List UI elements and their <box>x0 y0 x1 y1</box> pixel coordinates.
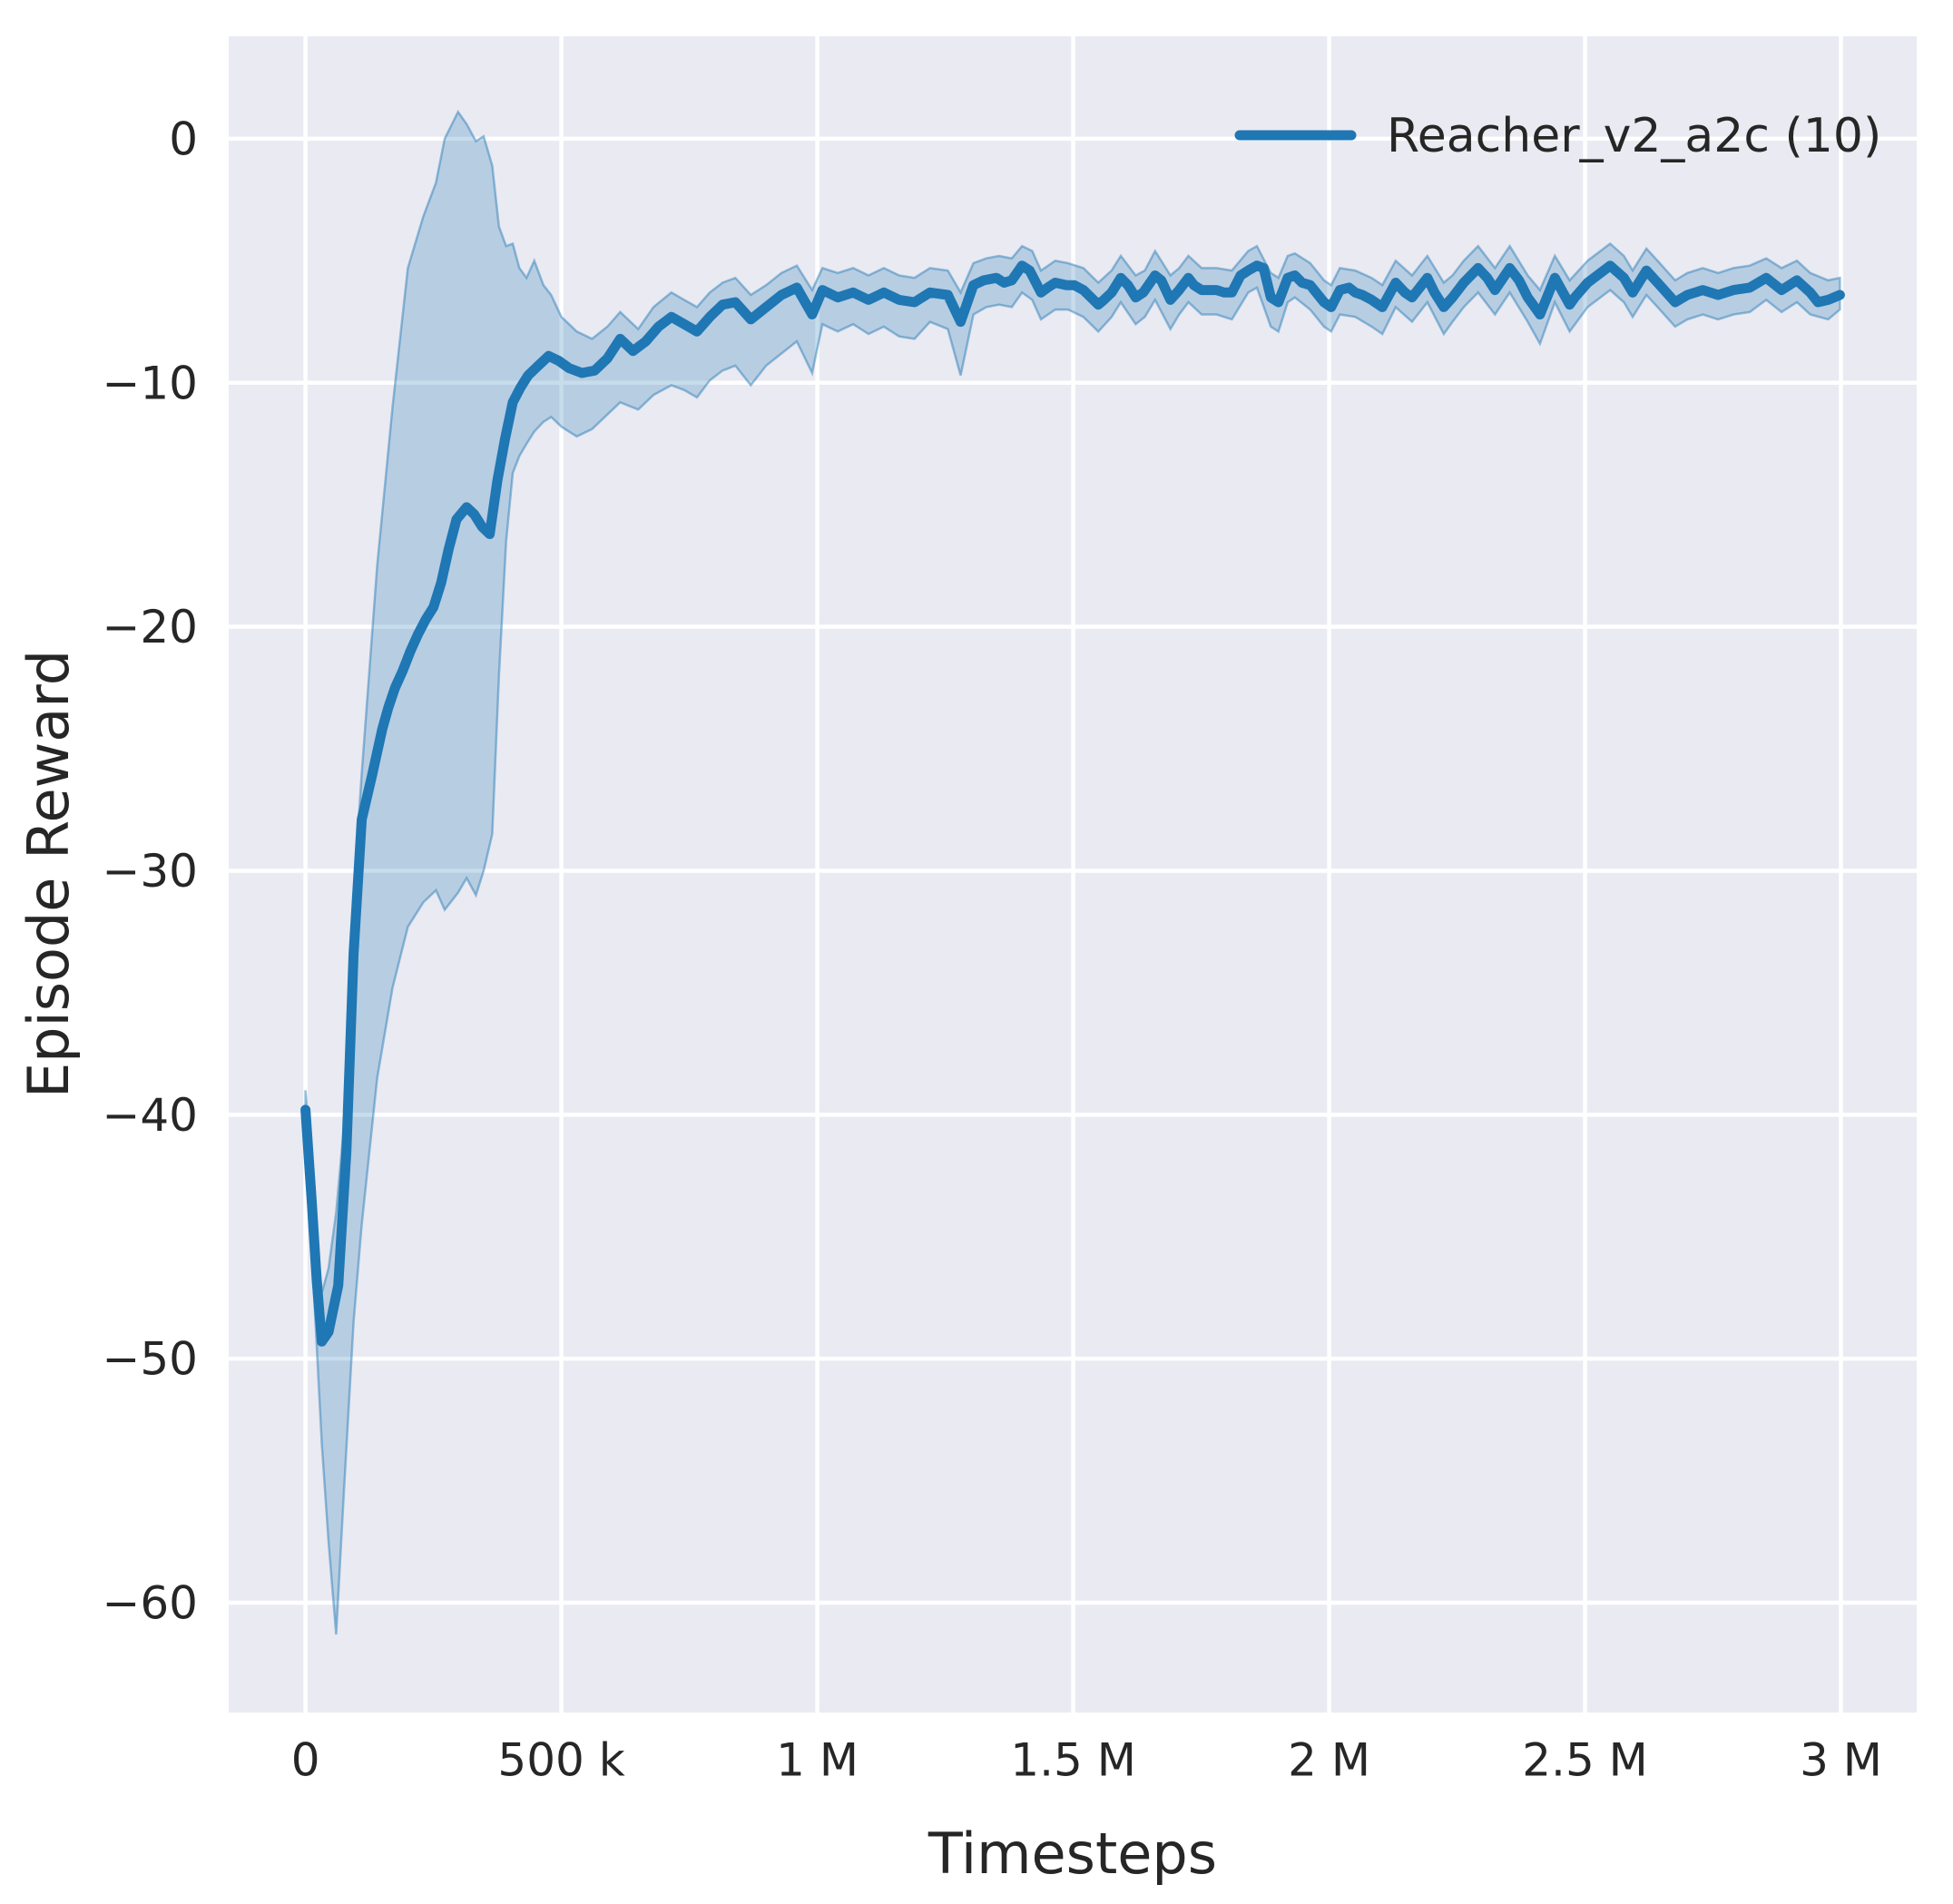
x-axis-label: Timesteps <box>927 1821 1217 1887</box>
y-tick-label: −10 <box>102 357 198 409</box>
y-axis-label: Episode Reward <box>15 650 82 1098</box>
x-tick-label: 0 <box>291 1734 320 1787</box>
y-tick-label: −40 <box>102 1089 198 1142</box>
y-tick-labels: 0 −10 −20 −30 −40 −50 −60 <box>102 113 198 1629</box>
x-tick-label: 2 M <box>1288 1734 1370 1787</box>
x-tick-label: 3 M <box>1800 1734 1882 1787</box>
y-tick-label: −50 <box>102 1333 198 1386</box>
y-tick-label: 0 <box>169 113 198 165</box>
x-tick-label: 1 M <box>776 1734 859 1787</box>
legend-label: Reacher_v2_a2c (10) <box>1387 109 1881 163</box>
y-tick-label: −30 <box>102 845 198 898</box>
y-tick-label: −20 <box>102 601 198 653</box>
x-tick-label: 1.5 M <box>1010 1734 1136 1787</box>
y-tick-label: −60 <box>102 1577 198 1630</box>
x-tick-label: 2.5 M <box>1522 1734 1648 1787</box>
confidence-band <box>304 109 1841 1635</box>
reward-line <box>300 260 1845 1347</box>
gridlines <box>229 36 1917 1713</box>
x-tick-labels: 0 500 k 1 M 1.5 M 2 M 2.5 M 3 M <box>291 1734 1882 1787</box>
legend: Reacher_v2_a2c (10) <box>1234 109 1881 163</box>
x-tick-label: 500 k <box>497 1734 624 1787</box>
